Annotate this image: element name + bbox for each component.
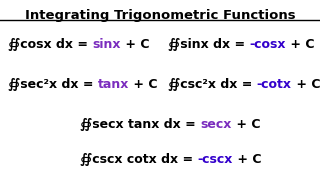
Text: Integrating Trigonometric Functions: Integrating Trigonometric Functions — [25, 9, 295, 22]
Text: + C: + C — [121, 38, 149, 51]
Text: + C: + C — [231, 118, 260, 131]
Text: + C: + C — [292, 78, 320, 91]
Text: ∯cscx cotx dx =: ∯cscx cotx dx = — [80, 153, 197, 166]
Text: + C: + C — [286, 38, 315, 51]
Text: -cscx: -cscx — [197, 153, 233, 166]
Text: sinx: sinx — [92, 38, 121, 51]
Text: + C: + C — [129, 78, 158, 91]
Text: ∯sec²x dx =: ∯sec²x dx = — [8, 78, 98, 91]
Text: ∯cosx dx =: ∯cosx dx = — [8, 38, 92, 51]
Text: -cosx: -cosx — [250, 38, 286, 51]
Text: + C: + C — [233, 153, 261, 166]
Text: secx: secx — [200, 118, 231, 131]
Text: ∯csc²x dx =: ∯csc²x dx = — [168, 78, 257, 91]
Text: tanx: tanx — [98, 78, 129, 91]
Text: ∯sinx dx =: ∯sinx dx = — [168, 38, 250, 51]
Text: ∯secx tanx dx =: ∯secx tanx dx = — [80, 118, 200, 131]
Text: -cotx: -cotx — [257, 78, 292, 91]
